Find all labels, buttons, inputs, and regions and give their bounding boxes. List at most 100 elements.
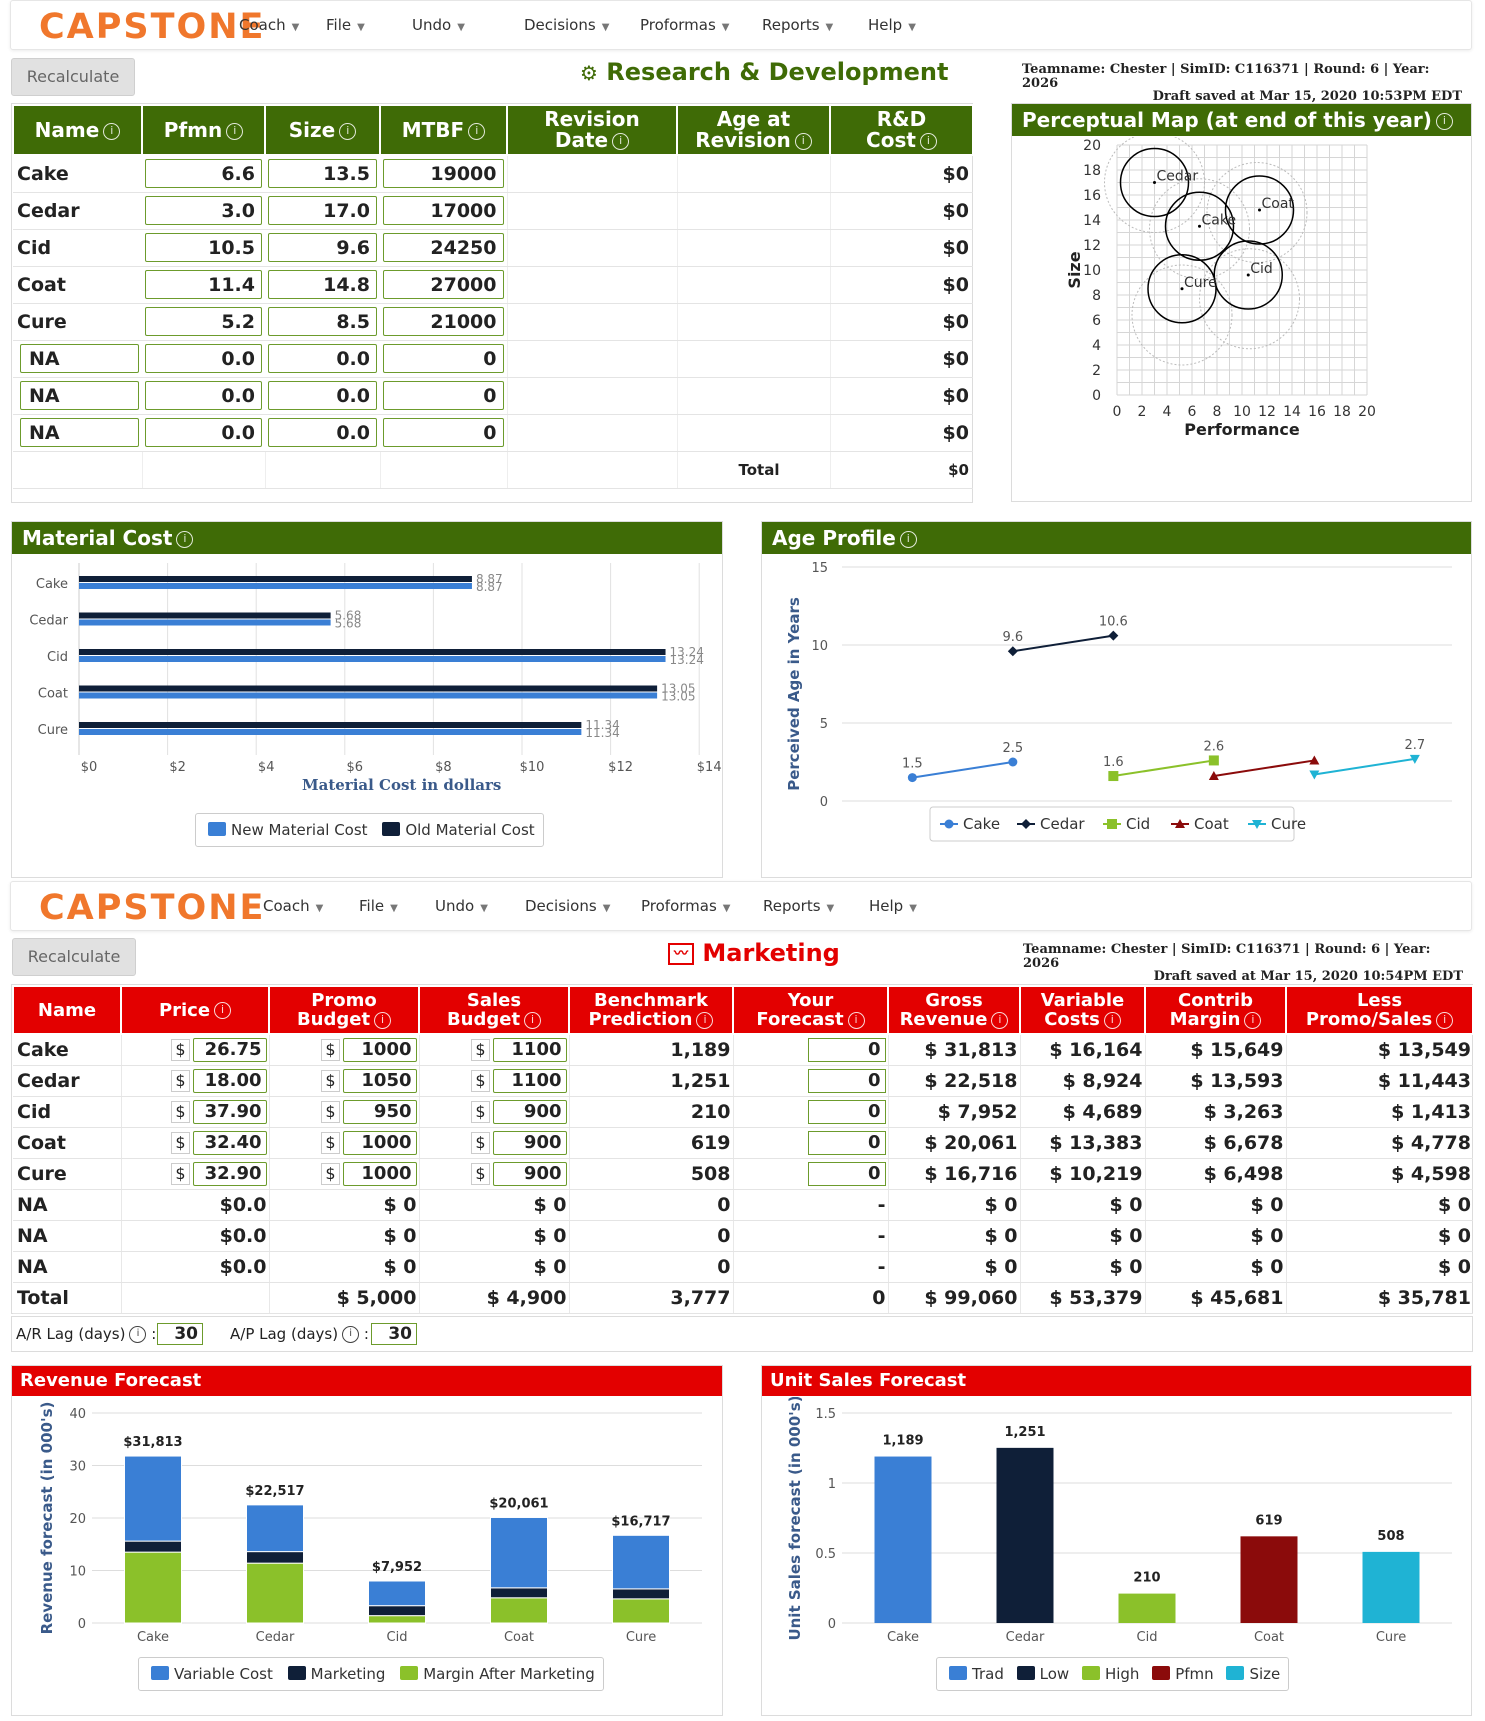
info-icon[interactable]: i <box>991 1011 1009 1029</box>
price-input[interactable]: 32.40 <box>192 1130 267 1155</box>
menu-reports[interactable]: Reports ▼ <box>762 16 834 34</box>
sales-input[interactable]: 900 <box>492 1161 567 1186</box>
forecast-input[interactable]: 0 <box>807 1068 886 1093</box>
recalculate-button[interactable]: Recalculate <box>11 58 135 96</box>
legend-old[interactable]: Old Material Cost <box>405 821 535 839</box>
mtbf-input[interactable]: 17000 <box>383 196 504 225</box>
promo-input[interactable]: 950 <box>342 1099 417 1124</box>
forecast-input[interactable]: 0 <box>807 1130 886 1155</box>
legend-margin-after-marketing[interactable]: Margin After Marketing <box>423 1665 595 1683</box>
mtbf-input[interactable]: 0 <box>383 418 504 447</box>
menu-coach[interactable]: Coach ▼ <box>263 897 324 915</box>
forecast-input[interactable]: 0 <box>807 1161 886 1186</box>
legend-new[interactable]: New Material Cost <box>231 821 368 839</box>
price-input[interactable]: 26.75 <box>192 1037 267 1062</box>
capstone-logo[interactable]: CAPSTONE <box>39 7 266 47</box>
info-icon[interactable]: i <box>899 531 917 548</box>
info-icon[interactable]: i <box>176 531 194 548</box>
pfmn-input[interactable]: 0.0 <box>145 418 262 447</box>
mtbf-input[interactable]: 0 <box>383 344 504 373</box>
size-input[interactable]: 13.5 <box>268 159 377 189</box>
menu-proformas[interactable]: Proformas ▼ <box>641 897 731 915</box>
legend-high[interactable]: High <box>1104 1665 1140 1683</box>
mtbf-input[interactable]: 21000 <box>383 307 504 336</box>
mtbf-input[interactable]: 0 <box>383 381 504 410</box>
promo-input[interactable]: 1000 <box>342 1161 417 1186</box>
forecast-input[interactable]: 0 <box>807 1099 886 1124</box>
pfmn-input[interactable]: 5.2 <box>145 307 262 336</box>
promo-input[interactable]: 1000 <box>342 1130 417 1155</box>
price-input[interactable]: 37.90 <box>192 1099 267 1124</box>
menu-undo[interactable]: Undo ▼ <box>412 16 465 34</box>
pfmn-input[interactable]: 0.0 <box>145 381 262 410</box>
menu-proformas[interactable]: Proformas ▼ <box>640 16 730 34</box>
pfmn-input[interactable]: 11.4 <box>145 270 262 299</box>
legend-swatch-margin <box>400 1666 419 1680</box>
recalculate-button[interactable]: Recalculate <box>12 938 136 976</box>
menu-reports[interactable]: Reports ▼ <box>763 897 835 915</box>
price-input[interactable]: 32.90 <box>192 1161 267 1186</box>
pfmn-input[interactable]: 6.6 <box>145 159 262 189</box>
info-icon[interactable]: i <box>1103 1011 1121 1029</box>
info-icon[interactable]: i <box>1436 1011 1454 1029</box>
menu-file[interactable]: File ▼ <box>326 16 365 34</box>
sales-input[interactable]: 1100 <box>492 1037 567 1062</box>
info-icon[interactable]: i <box>847 1011 865 1029</box>
menu-decisions[interactable]: Decisions ▼ <box>524 16 610 34</box>
menu-help[interactable]: Help ▼ <box>868 16 916 34</box>
info-icon[interactable]: i <box>696 1011 714 1029</box>
size-input[interactable]: 9.6 <box>268 233 377 262</box>
size-input[interactable]: 14.8 <box>268 270 377 299</box>
menu-coach[interactable]: Coach ▼ <box>239 16 300 34</box>
promo-input[interactable]: 1050 <box>342 1068 417 1093</box>
legend-low[interactable]: Low <box>1039 1665 1070 1683</box>
size-input[interactable]: 8.5 <box>268 307 377 336</box>
info-icon[interactable]: i <box>1435 113 1453 130</box>
size-input[interactable]: 0.0 <box>268 344 377 373</box>
sales-input[interactable]: 1100 <box>492 1068 567 1093</box>
size-input[interactable]: 0.0 <box>268 418 377 447</box>
menu-file[interactable]: File ▼ <box>359 897 398 915</box>
pfmn-input[interactable]: 10.5 <box>145 233 262 262</box>
legend-size[interactable]: Size <box>1249 1665 1281 1683</box>
capstone-logo[interactable]: CAPSTONE <box>39 888 266 928</box>
sales-input[interactable]: 900 <box>492 1130 567 1155</box>
product-name-input[interactable]: NA <box>20 381 139 410</box>
legend-trad[interactable]: Trad <box>972 1665 1004 1683</box>
info-icon[interactable]: i <box>226 122 244 140</box>
info-icon[interactable]: i <box>468 122 486 140</box>
rd-row: Cake 6.6 13.5 19000 $0 <box>13 155 973 193</box>
info-icon[interactable]: i <box>214 1002 232 1019</box>
promo-input[interactable]: 1000 <box>342 1037 417 1062</box>
mtbf-input[interactable]: 27000 <box>383 270 504 299</box>
size-input[interactable]: 17.0 <box>268 196 377 225</box>
pfmn-input[interactable]: 0.0 <box>145 344 262 373</box>
info-icon[interactable]: i <box>342 1326 360 1343</box>
info-icon[interactable]: i <box>374 1011 392 1029</box>
size-input[interactable]: 0.0 <box>268 381 377 410</box>
info-icon[interactable]: i <box>524 1011 542 1029</box>
pfmn-input[interactable]: 3.0 <box>145 196 262 225</box>
forecast-input[interactable]: 0 <box>807 1037 886 1062</box>
product-name-input[interactable]: NA <box>20 418 139 447</box>
sales-input[interactable]: 900 <box>492 1099 567 1124</box>
menu-undo[interactable]: Undo ▼ <box>435 897 488 915</box>
mtbf-input[interactable]: 24250 <box>383 233 504 262</box>
legend-pfmn[interactable]: Pfmn <box>1175 1665 1214 1683</box>
info-icon[interactable]: i <box>129 1326 147 1343</box>
info-icon[interactable]: i <box>794 133 812 150</box>
mtbf-input[interactable]: 19000 <box>383 159 504 189</box>
product-name-input[interactable]: NA <box>20 344 139 373</box>
info-icon[interactable]: i <box>612 133 630 150</box>
legend-marketing[interactable]: Marketing <box>310 1665 386 1683</box>
ap-lag-input[interactable]: 30 <box>371 1323 417 1345</box>
menu-decisions[interactable]: Decisions ▼ <box>525 897 611 915</box>
info-icon[interactable]: i <box>339 122 357 140</box>
info-icon[interactable]: i <box>1244 1011 1262 1029</box>
menu-help[interactable]: Help ▼ <box>869 897 917 915</box>
legend-variable-cost[interactable]: Variable Cost <box>174 1665 273 1683</box>
info-icon[interactable]: i <box>919 133 937 150</box>
info-icon[interactable]: i <box>103 122 121 140</box>
ar-lag-input[interactable]: 30 <box>157 1323 203 1345</box>
price-input[interactable]: 18.00 <box>192 1068 267 1093</box>
